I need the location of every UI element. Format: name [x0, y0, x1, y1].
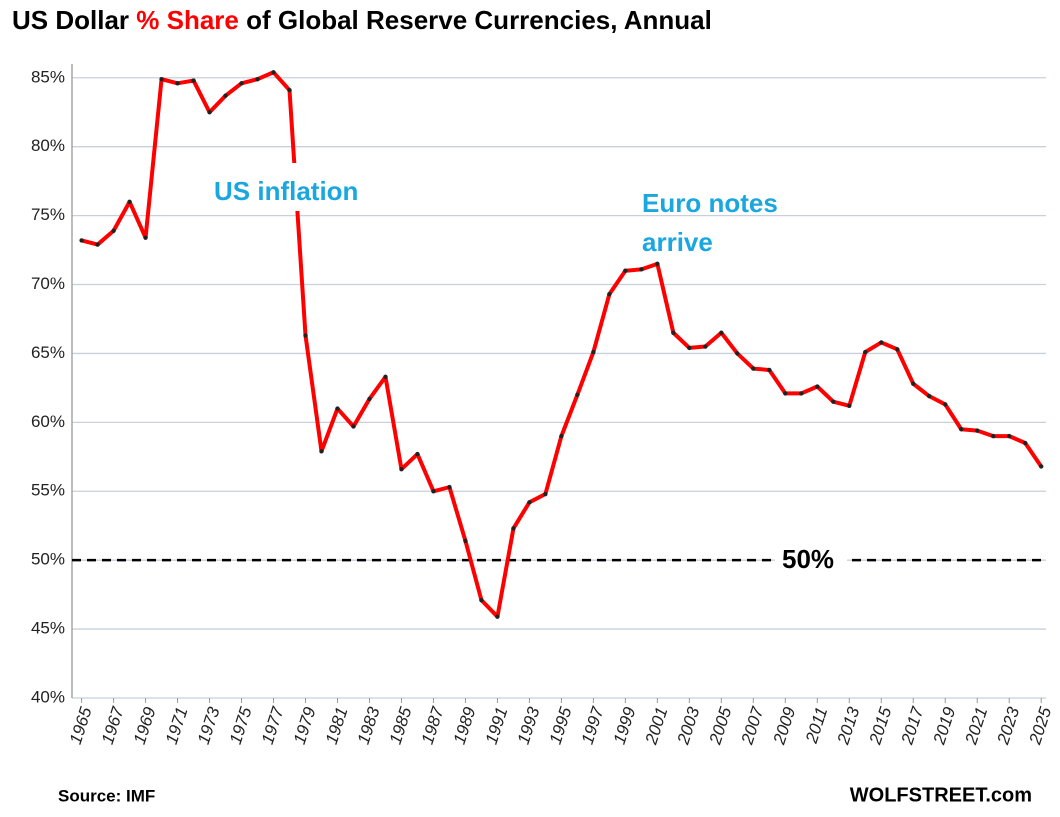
point — [383, 374, 388, 380]
title-part: % Share — [136, 5, 239, 35]
y-tick-label: 50% — [31, 550, 65, 569]
point — [271, 70, 276, 75]
point — [239, 81, 244, 86]
point — [111, 228, 116, 233]
point — [431, 489, 436, 494]
point — [575, 392, 580, 397]
y-tick-label: 65% — [31, 343, 65, 362]
point — [703, 344, 708, 349]
point — [751, 366, 756, 371]
point — [671, 330, 676, 335]
point — [287, 87, 292, 93]
y-tick-label: 70% — [31, 274, 65, 293]
point — [959, 427, 964, 432]
chart-title: US Dollar % Share of Global Reserve Curr… — [12, 5, 712, 35]
point — [847, 403, 852, 409]
point — [543, 491, 548, 497]
point — [863, 349, 868, 355]
y-tick-label: 75% — [31, 205, 65, 224]
point — [495, 614, 500, 619]
point — [591, 349, 596, 355]
point — [559, 433, 564, 439]
point — [1007, 433, 1012, 439]
point — [1039, 464, 1044, 469]
credit: WOLFSTREET.com — [850, 784, 1032, 806]
point — [767, 367, 772, 373]
point — [511, 526, 516, 531]
point — [991, 433, 996, 439]
point — [1023, 440, 1028, 446]
point — [687, 345, 692, 351]
point — [207, 110, 212, 115]
point — [159, 76, 164, 82]
point — [783, 391, 788, 396]
point — [527, 500, 532, 505]
point — [143, 235, 148, 240]
point — [607, 291, 612, 297]
annotation: Euro notes — [642, 188, 778, 218]
annotation-bg — [210, 163, 380, 211]
point — [479, 597, 484, 603]
point — [911, 381, 916, 386]
point — [831, 399, 836, 404]
point — [175, 81, 180, 86]
y-tick-label: 40% — [31, 687, 65, 706]
point — [943, 402, 948, 407]
point — [319, 449, 324, 454]
point — [399, 467, 404, 472]
point — [255, 76, 260, 82]
point — [975, 428, 980, 433]
y-tick-label: 80% — [31, 136, 65, 155]
point — [879, 340, 884, 345]
point — [735, 351, 740, 356]
point — [719, 330, 724, 335]
point — [623, 268, 628, 273]
point — [639, 267, 644, 272]
annotation: US inflation — [214, 176, 358, 206]
annotation: arrive — [642, 227, 713, 257]
point — [927, 393, 932, 399]
reference-label-bg — [775, 544, 847, 577]
point — [815, 384, 820, 389]
point — [799, 391, 804, 396]
source: Source: IMF — [58, 786, 155, 805]
y-tick-label: 60% — [31, 412, 65, 431]
reference-label: 50% — [782, 544, 834, 574]
point — [351, 424, 356, 429]
point — [367, 396, 372, 402]
point — [303, 333, 308, 338]
point — [655, 261, 660, 267]
point — [447, 484, 452, 490]
y-tick-label: 45% — [31, 619, 65, 638]
y-tick-label: 55% — [31, 481, 65, 500]
point — [415, 451, 420, 457]
y-tick-label: 85% — [31, 67, 65, 86]
point — [895, 347, 900, 352]
point — [79, 238, 84, 243]
point — [95, 242, 100, 247]
title-part: US Dollar — [12, 5, 129, 35]
point — [127, 199, 132, 205]
point — [335, 406, 340, 411]
point — [463, 538, 468, 544]
point — [191, 78, 196, 83]
point — [223, 93, 228, 98]
title-part: of Global Reserve Currencies, Annual — [246, 5, 712, 35]
